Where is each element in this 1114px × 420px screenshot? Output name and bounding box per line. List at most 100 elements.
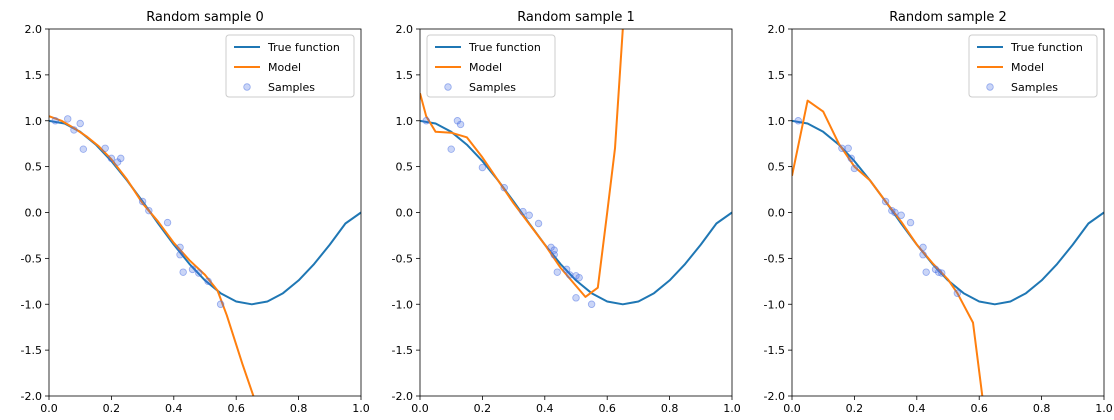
y-tick-label: 2.0	[25, 23, 43, 36]
legend-model-label: Model	[268, 61, 301, 74]
sample-point	[64, 115, 72, 123]
sample-point	[881, 197, 890, 206]
sample-point	[525, 211, 533, 219]
y-tick-label: 0.5	[768, 161, 786, 174]
y-tick-label: -1.0	[392, 298, 413, 311]
x-tick-label: 0.4	[908, 402, 926, 415]
legend: True function Model Samples	[968, 34, 1098, 98]
sample-point	[572, 294, 580, 302]
sample-point	[575, 273, 583, 282]
x-tick-label: 0.2	[474, 402, 492, 415]
x-tick-label: 0.0	[40, 402, 58, 415]
legend-samples-swatch	[243, 83, 251, 91]
sample-point	[553, 268, 561, 276]
legend: True function Model Samples	[426, 34, 556, 98]
x-tick-label: 0.0	[783, 402, 801, 415]
sample-point	[456, 120, 465, 129]
model-line	[420, 29, 624, 298]
legend-samples-label: Samples	[469, 81, 516, 94]
sample-point	[422, 117, 430, 125]
sample-point	[919, 243, 927, 252]
x-tick-label: 0.8	[661, 402, 679, 415]
chart-title: Random sample 2	[889, 10, 1007, 25]
sample-point	[922, 268, 930, 276]
plot-area	[420, 29, 732, 308]
plot-area	[49, 115, 361, 396]
y-tick-label: 0.0	[396, 207, 414, 220]
y-tick-label: 0.5	[25, 161, 43, 174]
x-tick-label: 0.2	[846, 402, 864, 415]
sample-point	[195, 269, 203, 277]
axes-frame	[791, 28, 1105, 397]
legend-box	[968, 34, 1098, 98]
x-tick-label: 0.8	[1033, 402, 1051, 415]
sample-point	[138, 197, 147, 206]
y-tick-label: -2.0	[764, 390, 785, 403]
legend-samples-label: Samples	[1011, 81, 1058, 94]
sample-point	[107, 154, 116, 163]
sample-point	[587, 300, 596, 308]
sample-point	[891, 208, 899, 217]
sample-point	[70, 126, 78, 134]
panel-0: Random sample 0 0.0 0.2 0.4 0.6 0.8 1.0 2.0 1.5 1…	[21, 10, 370, 415]
model-line	[49, 115, 255, 396]
sample-point	[850, 164, 859, 173]
x-tick-label: 0.0	[411, 402, 429, 415]
y-tick-label: -0.5	[392, 252, 413, 265]
panel-2: Random sample 2 0.0 0.2 0.4 0.6 0.8 1.0 2.0 1.5 1…	[764, 10, 1113, 415]
y-tick-label: -2.0	[21, 390, 42, 403]
y-tick-label: 1.0	[396, 115, 414, 128]
sample-point	[919, 251, 927, 259]
sample-point	[500, 184, 508, 192]
y-tick-label: 1.0	[768, 115, 786, 128]
x-tick-label: 1.0	[352, 402, 370, 415]
sample-point	[534, 219, 543, 228]
y-tick-label: -2.0	[392, 390, 413, 403]
true-function-line	[49, 119, 361, 306]
sample-point	[51, 117, 59, 125]
sample-point	[176, 243, 184, 252]
y-tick-label: -0.5	[21, 252, 42, 265]
sample-point	[953, 289, 962, 297]
x-tick-label: 0.2	[103, 402, 121, 415]
legend: True function Model Samples	[225, 34, 355, 98]
legend-model-label: Model	[469, 61, 502, 74]
y-tick-label: 0.0	[25, 207, 43, 220]
axes-frame	[419, 28, 733, 397]
sample-point	[145, 206, 153, 215]
x-tick-label: 0.4	[165, 402, 183, 415]
plot-area	[792, 99, 1104, 396]
y-tick-label: -1.0	[21, 298, 42, 311]
x-tick-label: 0.8	[290, 402, 308, 415]
sample-point	[478, 163, 487, 172]
sample-point	[447, 145, 455, 153]
axes-frame	[48, 28, 362, 397]
x-tick-label: 1.0	[1095, 402, 1113, 415]
sample-point	[179, 268, 187, 276]
x-tick-label: 0.4	[536, 402, 554, 415]
x-tick-label: 0.6	[598, 402, 616, 415]
legend-true-function-label: True function	[1010, 41, 1083, 54]
sample-point	[216, 300, 225, 308]
legend-samples-swatch	[986, 83, 994, 91]
legend-box	[225, 34, 355, 98]
sample-point	[188, 265, 197, 274]
sample-point	[794, 117, 802, 125]
sample-point	[76, 119, 84, 128]
y-tick-label: 2.0	[768, 23, 786, 36]
model-line	[792, 99, 984, 396]
panel-1: Random sample 1 0.0 0.2 0.4 0.6 0.8 1.0 2.0 1.5 1…	[392, 10, 741, 415]
y-tick-label: -1.5	[764, 344, 785, 357]
sample-point	[519, 207, 527, 216]
y-tick-label: -0.5	[764, 252, 785, 265]
x-tick-label: 1.0	[723, 402, 741, 415]
sample-point	[838, 144, 846, 152]
true-function-line	[420, 119, 732, 306]
y-tick-label: 0.0	[768, 207, 786, 220]
y-tick-label: -1.5	[392, 344, 413, 357]
legend-box	[426, 34, 556, 98]
sample-point	[101, 144, 109, 152]
sample-point	[562, 265, 571, 274]
sample-point	[844, 144, 852, 152]
